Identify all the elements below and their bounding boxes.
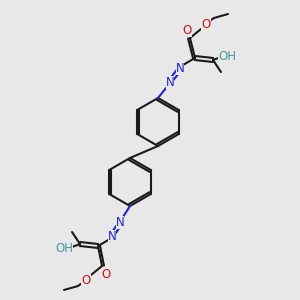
- Text: OH: OH: [55, 242, 73, 254]
- Text: N: N: [176, 61, 184, 74]
- Text: O: O: [201, 17, 211, 31]
- Text: N: N: [166, 76, 174, 88]
- Text: O: O: [101, 268, 111, 281]
- Text: OH: OH: [218, 50, 236, 62]
- Text: N: N: [108, 230, 116, 242]
- Text: O: O: [182, 23, 192, 37]
- Text: O: O: [81, 274, 91, 286]
- Text: N: N: [116, 215, 124, 229]
